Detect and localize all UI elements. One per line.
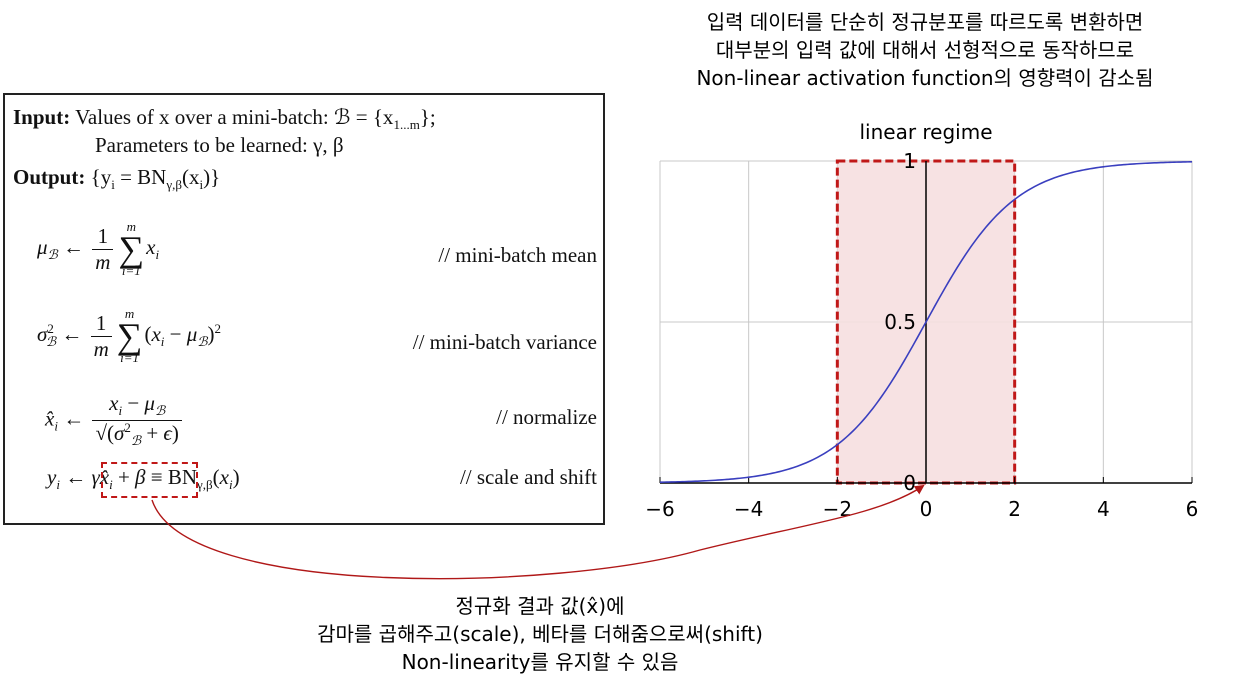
input-sub: 1...m	[393, 117, 420, 133]
y-tick-label-0: 0	[903, 471, 916, 495]
sigmoid-chart: −6 −4 −2 0 2 4 6 0 0.5 1 linear regime	[645, 120, 1199, 521]
bottom-annotation-line2: 감마를 곱해주고(scale), 베타를 더해줌으로써(shift)	[317, 622, 763, 646]
input-label: Input:	[13, 105, 71, 129]
batchnorm-algorithm-box: Input: Values of x over a mini-batch: ℬ …	[3, 93, 605, 525]
x-tick-label-2: −2	[823, 497, 852, 521]
variance-comment: // mini-batch variance	[412, 330, 597, 354]
x-tick-label-0: −6	[645, 497, 674, 521]
output-sub: i	[111, 177, 115, 193]
normalize-comment: // normalize	[496, 405, 597, 429]
top-annotation-line2: 대부분의 입력 값에 대해서 선형적으로 동작하므로	[715, 38, 1135, 62]
bottom-annotation-line3: Non-linearity를 유지할 수 있음	[401, 650, 679, 674]
params-line: Parameters to be learned: γ, β	[95, 133, 344, 157]
x-tick-label-6: 6	[1186, 497, 1199, 521]
scale-shift-formula: yi ← γx̂i + β ≡ BNγ,β(xi)	[47, 465, 240, 493]
output-line: Output: {yi = BNγ,β(xi)}	[13, 165, 220, 193]
output-sub3: i	[199, 177, 204, 193]
output-tail2: (x	[181, 165, 200, 189]
top-annotation-line3: Non-linear activation function의 영향력이 감소됨	[696, 66, 1154, 90]
x-tick-label-4: 2	[1008, 497, 1021, 521]
output-tail3: )}	[203, 165, 221, 189]
normalize-formula: x̂i ← xi − μℬ √(σ2ℬ + ϵ)	[45, 391, 185, 450]
input-tail: };	[419, 105, 436, 129]
linear-regime-label: linear regime	[859, 120, 992, 144]
scale-shift-comment: // scale and shift	[459, 465, 597, 489]
y-tick-label-2: 1	[903, 149, 916, 173]
top-annotation: 입력 데이터를 단순히 정규분포를 따르도록 변환하면 대부분의 입력 값에 대…	[610, 8, 1240, 92]
sigmoid-curve	[659, 161, 1193, 483]
input-text: Values of x over a mini-batch: ℬ = {x	[75, 105, 394, 129]
x-tick-label-1: −4	[734, 497, 763, 521]
input-line: Input: Values of x over a mini-batch: ℬ …	[13, 105, 436, 133]
bottom-annotation: 정규화 결과 값(x̂)에 감마를 곱해주고(scale), 베타를 더해줌으로…	[200, 592, 880, 676]
output-text: {y	[90, 165, 112, 189]
bottom-annotation-line1: 정규화 결과 값(x̂)에	[455, 594, 625, 618]
gamma-beta-highlight-box	[101, 462, 198, 498]
variance-formula: σ2ℬ ← 1 m m ∑ i=1 (xi − μℬ)2	[37, 306, 222, 365]
mean-comment: // mini-batch mean	[438, 243, 597, 267]
top-annotation-line1: 입력 데이터를 단순히 정규분포를 따르도록 변환하면	[706, 10, 1144, 34]
y-tick-label-1: 0.5	[884, 310, 916, 334]
output-label: Output:	[13, 165, 86, 189]
output-tail: = BN	[114, 165, 167, 189]
output-sub2: γ,β	[166, 177, 182, 193]
x-tick-label-3: 0	[920, 497, 933, 521]
x-tick-label-5: 4	[1097, 497, 1110, 521]
mean-formula: μℬ ← 1 m m ∑ i=1 xi	[37, 219, 160, 278]
